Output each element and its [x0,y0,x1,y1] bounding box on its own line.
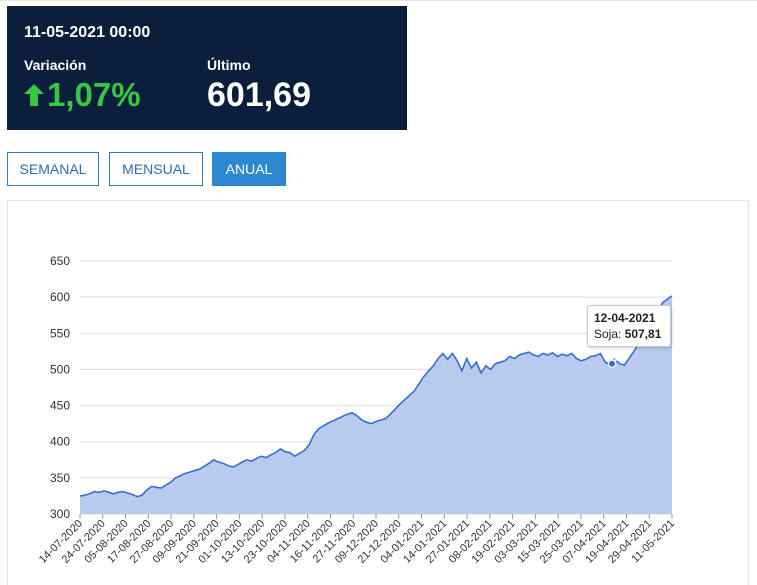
y-axis: 300 350 400 450 500 550 600 650 [50,254,70,521]
y-tick-label: 300 [50,507,70,521]
y-tick-label: 450 [50,399,70,413]
y-tick-label: 400 [50,435,70,449]
quote-datetime: 11-05-2021 00:00 [24,24,151,41]
tooltip-series: Soja [594,327,619,341]
x-axis: 14-07-202024-07-202005-08-202017-08-2020… [37,514,677,566]
highlight-point [608,359,616,368]
variation-label: Variación [24,57,87,73]
tooltip-date: 12-04-2021 [594,311,656,325]
y-tick-label: 350 [50,471,70,485]
weekly-button[interactable]: SEMANAL [7,152,99,186]
chart-panel [7,200,749,585]
tooltip-value: 507,81 [624,327,662,341]
quote-panel: 11-05-2021 00:00 Variación 1,07% Último … [7,6,407,130]
variation-percent: 1,07% [47,76,141,113]
y-tick-label: 500 [50,362,70,376]
last-value: 601,69 [207,76,311,114]
price-area [80,295,672,514]
y-tick-label: 550 [50,326,70,340]
annual-button[interactable]: ANUAL [212,152,286,186]
y-tick-label: 600 [50,290,70,304]
top-divider [0,0,757,1]
chart-tooltip: 12-04-2021 Soja: 507,81 [587,305,671,347]
variation-value: 1,07% [24,76,141,114]
last-label: Último [207,57,251,73]
arrow-up-icon [24,84,44,106]
monthly-button[interactable]: MENSUAL [109,152,203,186]
price-line [79,295,673,498]
y-tick-label: 650 [50,254,70,268]
